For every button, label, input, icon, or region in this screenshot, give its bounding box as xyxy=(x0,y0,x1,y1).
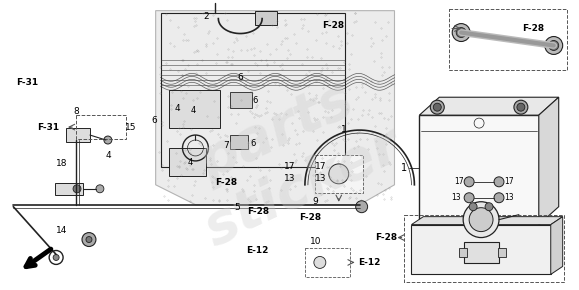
Polygon shape xyxy=(156,11,394,205)
Text: 2: 2 xyxy=(203,12,209,21)
Text: F-28: F-28 xyxy=(247,207,269,216)
Circle shape xyxy=(329,164,349,184)
Circle shape xyxy=(514,100,528,114)
Text: 18: 18 xyxy=(56,159,68,168)
Circle shape xyxy=(469,208,493,232)
Bar xyxy=(55,183,83,195)
Circle shape xyxy=(494,193,504,203)
Circle shape xyxy=(356,201,368,213)
Bar xyxy=(168,90,221,128)
Bar xyxy=(305,247,350,277)
Text: 6: 6 xyxy=(252,96,258,105)
Text: 17: 17 xyxy=(284,162,295,171)
Text: 13: 13 xyxy=(504,193,514,202)
Polygon shape xyxy=(539,97,559,225)
Bar xyxy=(464,242,499,263)
FancyBboxPatch shape xyxy=(66,128,90,142)
Polygon shape xyxy=(419,97,559,115)
Circle shape xyxy=(314,256,326,269)
Text: 1: 1 xyxy=(401,163,408,173)
Text: 17: 17 xyxy=(316,162,327,171)
Bar xyxy=(76,115,126,139)
Circle shape xyxy=(73,185,81,193)
Bar xyxy=(160,13,345,167)
Text: 4: 4 xyxy=(188,158,193,167)
Circle shape xyxy=(545,37,563,55)
Text: F-28: F-28 xyxy=(299,213,321,222)
Bar xyxy=(459,247,467,258)
Text: E-12: E-12 xyxy=(247,246,269,255)
Text: parts
sticker: parts sticker xyxy=(170,63,411,257)
Text: F-28: F-28 xyxy=(522,24,544,33)
Circle shape xyxy=(53,254,59,260)
Text: 4: 4 xyxy=(174,104,180,113)
Bar xyxy=(412,225,551,274)
Text: 13: 13 xyxy=(316,174,327,183)
Text: F-31: F-31 xyxy=(16,79,38,88)
Circle shape xyxy=(433,103,441,111)
Text: 6: 6 xyxy=(151,116,157,125)
Bar xyxy=(315,155,362,193)
Text: 6: 6 xyxy=(250,139,255,148)
Text: 6: 6 xyxy=(237,73,243,82)
Text: 10: 10 xyxy=(310,237,321,246)
Text: E-12: E-12 xyxy=(358,258,380,267)
Text: 15: 15 xyxy=(125,123,137,132)
Bar xyxy=(168,148,206,176)
Text: F-28: F-28 xyxy=(322,21,344,30)
Circle shape xyxy=(485,203,493,211)
Text: 17: 17 xyxy=(455,177,464,186)
Circle shape xyxy=(430,100,444,114)
Text: 5: 5 xyxy=(234,202,240,211)
Text: 1: 1 xyxy=(342,125,347,134)
Polygon shape xyxy=(412,217,563,225)
Circle shape xyxy=(96,185,104,193)
Bar xyxy=(449,9,567,70)
Text: 14: 14 xyxy=(56,226,68,235)
Bar xyxy=(405,215,564,282)
Circle shape xyxy=(463,202,499,238)
Circle shape xyxy=(464,177,474,187)
Text: 13: 13 xyxy=(284,174,295,183)
Text: 9: 9 xyxy=(313,197,318,206)
Circle shape xyxy=(549,41,559,50)
Bar xyxy=(230,92,252,108)
Circle shape xyxy=(494,177,504,187)
Text: F-28: F-28 xyxy=(375,233,397,242)
Text: F-28: F-28 xyxy=(215,178,237,187)
Bar xyxy=(230,135,248,149)
Circle shape xyxy=(464,193,474,203)
Circle shape xyxy=(469,203,477,211)
Circle shape xyxy=(517,103,525,111)
Text: 7: 7 xyxy=(223,140,229,150)
Text: F-31: F-31 xyxy=(37,123,59,132)
Text: 8: 8 xyxy=(74,107,79,116)
FancyBboxPatch shape xyxy=(255,11,277,25)
Circle shape xyxy=(452,23,470,41)
Text: 13: 13 xyxy=(452,193,461,202)
Polygon shape xyxy=(551,217,563,274)
Circle shape xyxy=(82,233,96,246)
Text: 17: 17 xyxy=(504,177,514,186)
Text: 4: 4 xyxy=(105,151,111,160)
Circle shape xyxy=(86,237,92,242)
Bar xyxy=(419,115,539,225)
Text: 4: 4 xyxy=(191,106,196,115)
Bar xyxy=(498,247,506,258)
Circle shape xyxy=(456,28,466,37)
Circle shape xyxy=(104,136,112,144)
